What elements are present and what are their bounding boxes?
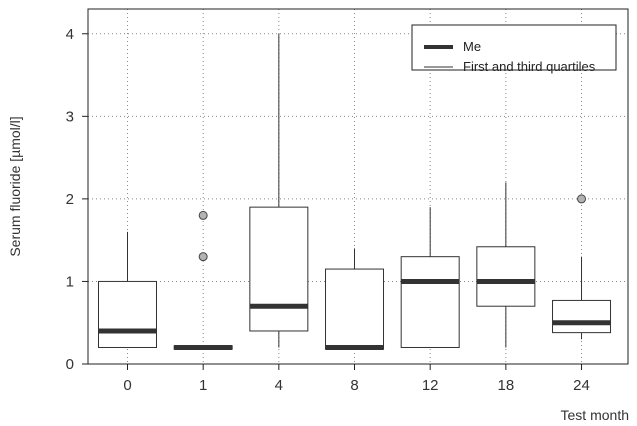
x-tick-label-12: 12 — [422, 377, 439, 394]
box-group-24 — [552, 194, 612, 340]
outlier-1-1 — [198, 210, 208, 220]
y-axis-label: Serum fluoride [µmol/l] — [7, 116, 23, 256]
plot-area-frame — [87, 8, 629, 365]
box-group-12 — [400, 207, 460, 348]
box-0 — [98, 280, 157, 348]
box-group-4 — [249, 33, 309, 348]
box-group-0 — [98, 231, 157, 348]
box-group-18 — [476, 182, 536, 348]
boxes — [98, 33, 612, 350]
outlier-24-0 — [577, 194, 587, 204]
x-tick-label-4: 4 — [275, 377, 283, 394]
y-tick-label-0: 0 — [66, 356, 74, 373]
box-18 — [476, 246, 536, 307]
x-tick-label-8: 8 — [350, 377, 358, 394]
y-tick-label-1: 1 — [66, 273, 74, 290]
y-tick-label-2: 2 — [66, 191, 74, 208]
x-tick-label-24: 24 — [573, 377, 590, 394]
y-tick-label-4: 4 — [66, 26, 74, 43]
x-tick-label-18: 18 — [498, 377, 515, 394]
box-group-1 — [173, 210, 233, 350]
x-tick-label-1: 1 — [199, 377, 207, 394]
box-group-8 — [325, 248, 385, 350]
y-tick-label-3: 3 — [66, 108, 74, 125]
legend-quartiles-label: First and third quartiles — [463, 59, 596, 74]
legend: Me First and third quartiles — [411, 24, 617, 74]
x-tick-label-0: 0 — [123, 377, 131, 394]
outlier-1-0 — [198, 252, 208, 262]
legend-median-label: Me — [463, 39, 481, 54]
box-8 — [325, 268, 385, 350]
box-4 — [249, 206, 309, 332]
box-24 — [552, 299, 612, 334]
x-axis-label: Test month — [561, 407, 629, 423]
box-12 — [400, 256, 460, 348]
